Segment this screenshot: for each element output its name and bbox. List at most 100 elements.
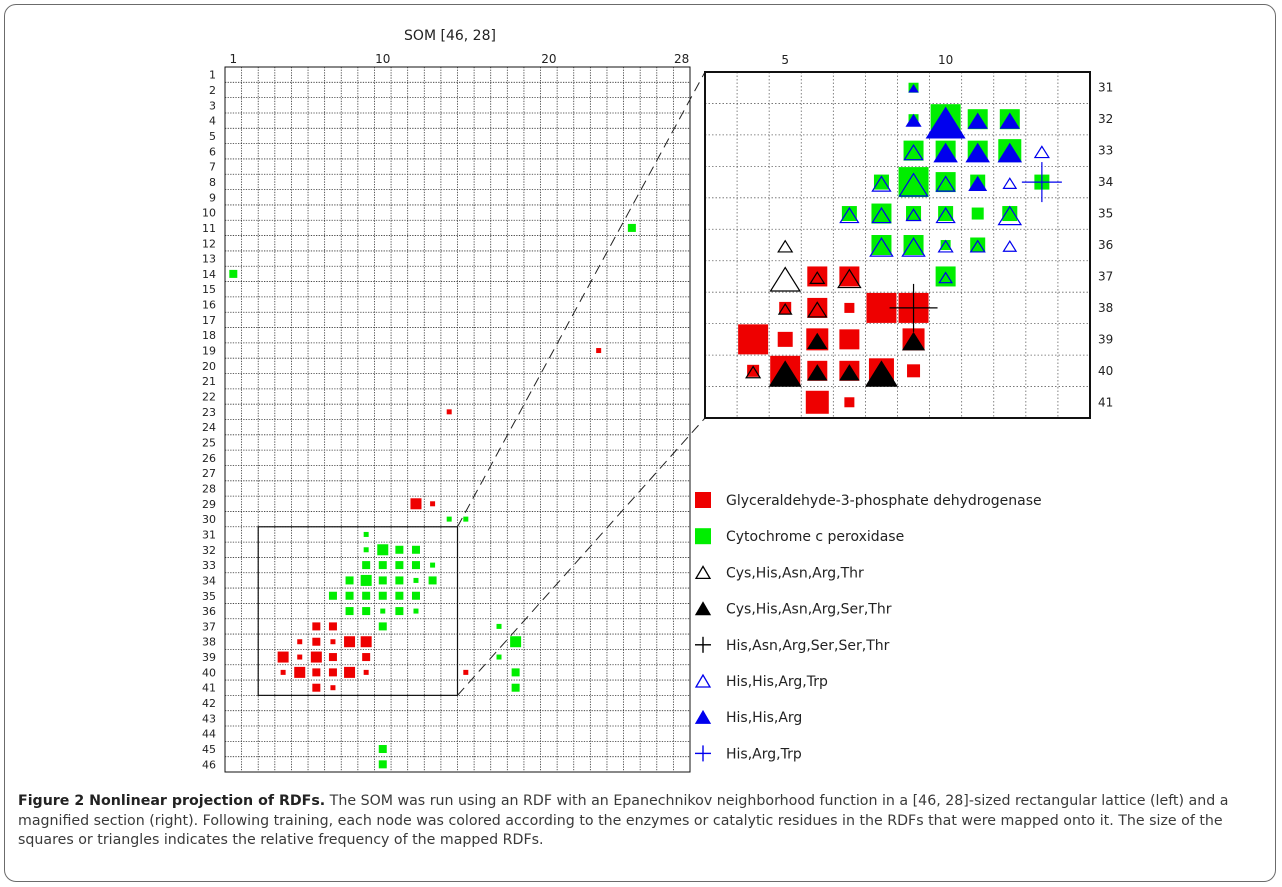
series-ccp [229, 223, 636, 769]
data-square [777, 331, 793, 347]
y-tick-label: 34 [202, 574, 216, 587]
data-square [871, 203, 892, 224]
data-square [738, 324, 769, 355]
data-square [935, 266, 956, 287]
legend-item: Cys,His,Asn,Arg,Thr [694, 565, 864, 581]
y-tick-label: 5 [209, 130, 216, 143]
data-triangle [908, 84, 919, 93]
data-triangle [901, 237, 926, 257]
data-square [971, 207, 984, 220]
data-square [395, 576, 404, 585]
data-triangle [807, 364, 828, 381]
y-tick-label: 31 [202, 528, 216, 541]
data-square [378, 622, 387, 631]
y-tick-label: 14 [202, 268, 216, 281]
y-tick-label: 32 [1098, 112, 1113, 126]
data-square [906, 206, 922, 222]
data-square [496, 623, 502, 629]
y-tick-label: 43 [202, 712, 216, 725]
data-cross [1021, 162, 1062, 203]
data-triangle [925, 106, 966, 139]
data-square [378, 745, 387, 754]
data-square [395, 545, 404, 554]
data-square [312, 668, 321, 677]
data-square [413, 577, 419, 583]
data-square [430, 501, 436, 507]
legend-marker-square [695, 528, 711, 545]
data-square [871, 235, 892, 255]
zoom-region-box [257, 526, 459, 696]
y-tick-label: 18 [202, 329, 216, 342]
y-tick-label: 38 [202, 636, 216, 649]
caption-label: Figure 2 Nonlinear projection of RDFs. [18, 793, 326, 809]
data-square [844, 397, 855, 408]
legend-label: Cys,His,Asn,Arg,Thr [726, 565, 864, 581]
data-square [377, 544, 389, 556]
y-tick-label: 35 [1098, 207, 1113, 221]
data-triangle [839, 206, 860, 224]
data-square [935, 172, 956, 193]
y-tick-label: 6 [209, 145, 216, 158]
data-square [330, 639, 336, 645]
legend-item: Cys,His,Asn,Arg,Ser,Thr [694, 601, 892, 618]
figure-caption: Figure 2 Nonlinear projection of RDFs. T… [18, 792, 1268, 851]
zoom-line-top [457, 71, 706, 528]
data-square [378, 561, 387, 570]
data-square [294, 666, 306, 678]
legend-item: Cytochrome c peroxidase [695, 528, 904, 545]
y-tick-label: 12 [202, 237, 216, 250]
data-square [903, 235, 924, 255]
y-tick-label: 13 [202, 253, 216, 266]
data-square [328, 668, 337, 677]
plot-border [224, 66, 691, 773]
data-square [328, 653, 337, 662]
legend-label: Cys,His,Asn,Arg,Ser,Thr [726, 602, 892, 618]
legend: Glyceraldehyde-3-phosphate dehydrogenase… [694, 492, 1042, 762]
y-tick-label: 40 [202, 666, 216, 679]
y-tick-label: 9 [209, 191, 216, 204]
y-tick-label: 3 [209, 99, 216, 112]
y-tick-label: 2 [209, 84, 216, 97]
y-tick-label: 27 [202, 467, 216, 480]
y-tick-label: 16 [202, 299, 216, 312]
legend-marker-triangle [694, 601, 712, 616]
data-square [297, 654, 303, 660]
data-triangle [807, 301, 828, 318]
data-square [378, 760, 387, 769]
data-square [839, 266, 860, 287]
data-square [496, 654, 502, 660]
data-square [362, 607, 371, 616]
y-tick-label: 41 [202, 682, 216, 695]
y-tick-label: 28 [202, 482, 216, 495]
y-tick-label: 19 [202, 345, 216, 358]
y-tick-label: 4 [209, 115, 216, 128]
data-square [360, 574, 372, 586]
data-square [360, 636, 372, 648]
data-square [312, 683, 321, 692]
data-square [345, 607, 354, 616]
data-triangle [1002, 240, 1018, 252]
zoom-line-bottom [457, 417, 706, 696]
x-tick-label: 1 [229, 52, 237, 66]
data-triangle [871, 175, 892, 192]
legend-item: Glyceraldehyde-3-phosphate dehydrogenase [695, 492, 1042, 509]
legend-label: Glyceraldehyde-3-phosphate dehydrogenase [726, 493, 1042, 509]
data-square [747, 364, 760, 377]
caption-text: The SOM was run using an RDF with an Epa… [18, 793, 1229, 848]
legend-marker-cross [695, 745, 711, 762]
legend-label: His,Asn,Arg,Ser,Ser,Thr [726, 638, 890, 654]
data-square [807, 266, 828, 287]
data-square [970, 237, 986, 253]
data-square [410, 498, 422, 510]
data-triangle [769, 266, 801, 292]
data-square [380, 608, 386, 614]
data-triangle [869, 237, 894, 257]
data-square [596, 348, 602, 354]
legend-marker-triangle [694, 565, 712, 580]
data-square [903, 140, 924, 161]
data-square [395, 591, 404, 600]
data-triangle [1033, 145, 1050, 159]
legend-marker-triangle [694, 673, 712, 688]
data-cross [889, 283, 938, 332]
y-tick-label: 8 [209, 176, 216, 189]
